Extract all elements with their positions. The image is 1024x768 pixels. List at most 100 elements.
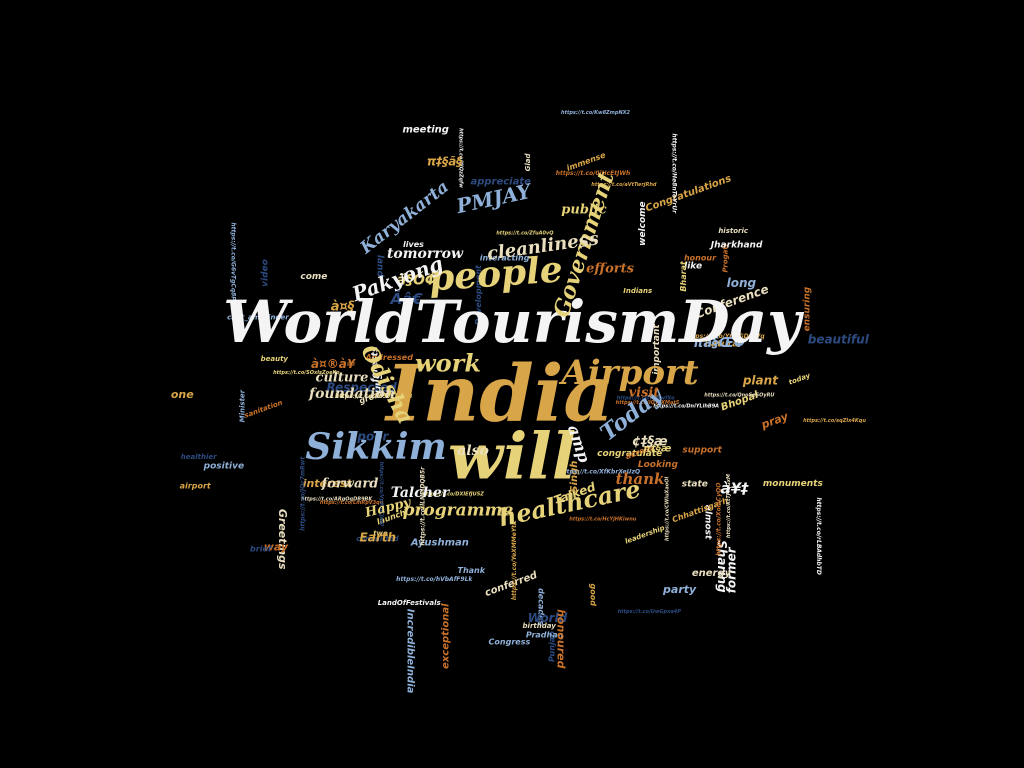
cloud-minor-word: brief [250, 545, 273, 554]
cloud-minor-word: Pradhan [526, 631, 564, 640]
cloud-minor-word: IncredibleIndia [405, 609, 416, 694]
cloud-encoded-token: π‡§ã§ [427, 155, 463, 169]
cloud-minor-word: party [662, 583, 697, 596]
cloud-minor-word: interacting [480, 253, 530, 262]
cloud-minor-word: interest [303, 477, 353, 490]
cloud-minor-word: natural [705, 339, 743, 349]
cloud-minor-word: come [300, 272, 327, 282]
cloud-minor-word: honour [684, 254, 717, 263]
cloud-word-foundation: foundation [308, 386, 395, 402]
cloud-link-word: https://t.co/rLBAdhbTD [815, 497, 822, 574]
cloud-minor-word: land [375, 255, 385, 278]
cloud-encoded-token: à¤§ [331, 300, 355, 315]
cloud-minor-word: Bharat [679, 260, 688, 292]
cloud-minor-word: Jharkhand [709, 240, 763, 250]
cloud-word-public: public [561, 203, 607, 218]
cloud-word-worldtourismday: WorldTourismDay [223, 288, 805, 356]
cloud-link-word: https://t.co/UwGpxa4P [618, 609, 682, 615]
cloud-minor-word: Shri [372, 373, 382, 394]
cloud-link-word: https://t.co/G6vTgCq8Pw [230, 222, 237, 306]
cloud-word-india: India [384, 349, 614, 440]
cloud-word-forward: forward [321, 477, 379, 492]
cloud-minor-word: Addressed [364, 353, 413, 362]
cloud-link-word: https://t.co/HcYjHKiwnu [569, 516, 636, 522]
cloud-minor-word: congratulate [597, 449, 662, 459]
cloud-link-word: https://t.co/QnoSe5OyRU [704, 393, 774, 399]
cloud-minor-word: LandOfFestivals [378, 599, 441, 607]
cloud-minor-word: lives [403, 240, 424, 249]
cloud-minor-word: monuments [763, 479, 824, 489]
cloud-link-word: https://t.co/Kw8ZmpNX2 [561, 110, 630, 116]
cloud-encoded-token: πã§ŒΦ [693, 336, 745, 351]
cloud-link-word: https://t.co/XoiaCyQO [715, 483, 722, 556]
cloud-link-word: https://t.co/XfKbrXeUzQ [560, 468, 641, 475]
cloud-encoded-token: ã§ÕΦ [397, 270, 437, 288]
cloud-minor-word: long [727, 276, 757, 290]
cloud-word-talcher: Talcher [391, 485, 451, 501]
cloud-word-also: also [457, 443, 489, 459]
cloud-minor-word: Singh [569, 461, 580, 493]
cloud-encoded-token: à¤®à¥ [311, 357, 357, 371]
cloud-minor-word: Looking [638, 460, 679, 470]
cloud-minor-word: way [264, 540, 289, 553]
cloud-minor-word: forests [371, 346, 381, 382]
cloud-minor-word: honoured [555, 609, 568, 668]
cloud-link-word: https://t.co/Pg8wfXo [617, 396, 675, 402]
cloud-link-word: https://t.co/SOxIsZoeKo [273, 370, 340, 376]
cloud-link-word: https://t.co/VpWnCJmO [378, 462, 384, 527]
cloud-minor-word: plant [742, 374, 779, 388]
cloud-word-tomorrow: tomorrow [387, 246, 464, 262]
cloud-minor-word: meeting [402, 125, 448, 136]
cloud-minor-word: support [682, 446, 722, 456]
cloud-link-word: https://t.co/LmRpV3qq [320, 500, 384, 506]
cloud-minor-word: Greetings [276, 509, 289, 570]
cloud-word-sikkim: Sikkim [305, 426, 446, 468]
cloud-minor-word: Minister [239, 389, 247, 422]
cloud-minor-word: Respected [326, 381, 397, 395]
cloud-encoded-token: Ãâ€ [390, 289, 424, 308]
cloud-minor-word: beauty [261, 355, 289, 363]
cloud-minor-word: ensuring [803, 286, 813, 331]
cloud-word-thank: thank [616, 470, 665, 488]
cloud-minor-word: World [528, 611, 568, 625]
cloud-link-word: https://t.co/iM9vTkAhB [335, 393, 413, 400]
cloud-link-word: https://t.co/DXIEfJUSZ [422, 491, 484, 497]
cloud-minor-word: positive [203, 462, 244, 472]
cloud-minor-word: exceptional [441, 603, 452, 669]
cloud-minor-word: important [652, 324, 662, 375]
cloud-minor-word: beautiful [808, 333, 870, 347]
cloud-link-word: https://t.co/0iHcEtJWh [556, 170, 631, 177]
cloud-minor-word: Thank [458, 566, 486, 575]
cloud-minor-word: committed [356, 535, 399, 543]
cloud-link-word: https://t.co/hVbAfF9Lk [396, 576, 473, 583]
cloud-word-will: will [448, 420, 576, 495]
cloud-word-efforts: efforts [586, 262, 635, 277]
cloud-minor-word: Progati [721, 243, 729, 272]
cloud-link-word: https://t.co/YQhGDOjVq [685, 333, 765, 340]
cloud-encoded-token: à¥‡ [720, 480, 749, 498]
cloud-link-word: https://t.co/aVtTwrjRhd [591, 182, 657, 188]
cloud-minor-word: healthier [181, 453, 217, 461]
cloud-minor-word: Ayushman [410, 538, 469, 549]
cloud-minor-word: almost [703, 505, 713, 540]
cloud-link-word: https://t.co/ARgOqDB9BK [301, 496, 373, 502]
cloud-minor-word: video [261, 259, 271, 287]
cloud-link-word: https://t.co/ZfuA0vQ [496, 231, 554, 237]
cloud-minor-word: Sharing [715, 540, 729, 593]
cloud-minor-word: Development [474, 264, 483, 325]
cloud-link-word: https://t.co/WQzZqfw [457, 128, 463, 188]
cloud-minor-word: like [684, 262, 702, 272]
cloud-minor-word: appreciate [470, 176, 531, 187]
cloud-link-word: https://t.co/YeXMMeYtK [511, 519, 518, 600]
cloud-link-word: https://t.co/JOc7mRwt [299, 456, 306, 531]
cloud-minor-word: Earth [360, 531, 397, 545]
cloud-minor-word: Punjab [548, 631, 557, 662]
cloud-encoded-token: ¢‡§æ [632, 435, 668, 450]
cloud-minor-word: historic [718, 227, 749, 235]
cloud-link-word: https://t.co/sqZIx4Kqu [803, 418, 866, 424]
cloud-link-word: https://t.co/DniYLlhB9A [653, 403, 719, 409]
cloud-minor-word: state [682, 480, 708, 490]
cloud-link-word: https://t.co/He8nTeYrUr [670, 133, 677, 214]
cloud-minor-word: Glad [524, 152, 532, 171]
